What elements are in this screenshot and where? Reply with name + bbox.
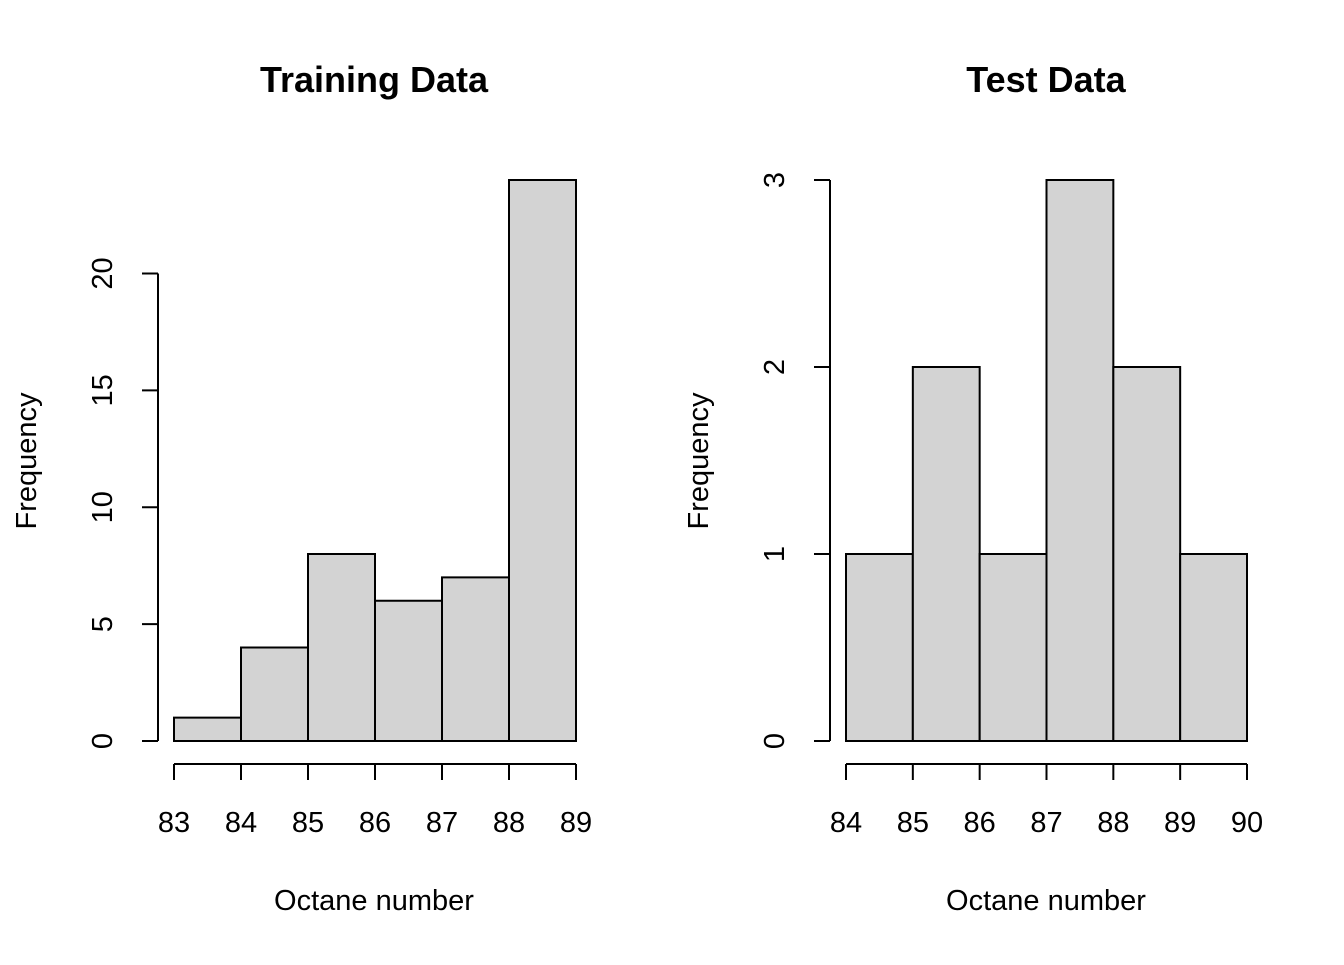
training-x-tick-label: 87 bbox=[426, 807, 458, 839]
test-bars bbox=[845, 179, 1248, 742]
test-histogram-panel: Test Data Octane number Frequency 84 85 86… bbox=[683, 59, 1263, 917]
test-bar bbox=[1045, 179, 1115, 742]
training-bar bbox=[508, 179, 577, 742]
training-chart-title: Training Data bbox=[260, 59, 489, 100]
training-y-tick-label: 0 bbox=[87, 733, 119, 749]
training-y-tick-label: 10 bbox=[87, 491, 119, 523]
training-bar bbox=[173, 716, 242, 742]
training-bars bbox=[173, 179, 577, 742]
training-x-tick-label: 86 bbox=[359, 807, 391, 839]
test-y-tick-label: 2 bbox=[759, 359, 791, 375]
test-x-tick-label: 88 bbox=[1097, 807, 1129, 839]
test-x-axis: 84 85 86 87 88 89 90 bbox=[830, 763, 1263, 839]
training-bar bbox=[374, 599, 443, 742]
training-y-axis: 0 5 10 15 20 bbox=[87, 257, 159, 749]
training-histogram-panel: Training Data Octane number Frequency 83… bbox=[11, 59, 592, 917]
training-x-tick-label: 85 bbox=[292, 807, 324, 839]
test-x-tick-label: 85 bbox=[897, 807, 929, 839]
training-x-axis-label: Octane number bbox=[274, 885, 474, 917]
test-chart-title: Test Data bbox=[966, 59, 1126, 100]
training-bar bbox=[307, 553, 376, 742]
training-y-tick-label: 20 bbox=[87, 257, 119, 289]
test-bar bbox=[911, 366, 981, 742]
training-x-tick-label: 84 bbox=[225, 807, 257, 839]
test-bar bbox=[1112, 366, 1182, 742]
training-bar bbox=[240, 646, 309, 742]
training-x-tick-label: 88 bbox=[493, 807, 525, 839]
training-x-axis: 83 84 85 86 87 88 89 bbox=[158, 763, 592, 839]
test-x-tick-label: 84 bbox=[830, 807, 862, 839]
test-y-tick-label: 1 bbox=[759, 546, 791, 562]
test-bar bbox=[1179, 553, 1248, 742]
training-y-tick-label: 5 bbox=[87, 616, 119, 632]
test-bar bbox=[978, 553, 1048, 742]
training-bar bbox=[441, 576, 510, 742]
test-y-axis-label: Frequency bbox=[683, 392, 715, 530]
test-y-tick-label: 0 bbox=[759, 733, 791, 749]
training-x-tick-label: 89 bbox=[560, 807, 592, 839]
test-x-tick-label: 86 bbox=[964, 807, 996, 839]
test-x-tick-label: 90 bbox=[1231, 807, 1263, 839]
test-y-axis: 0 1 2 3 bbox=[759, 172, 831, 749]
test-x-tick-label: 89 bbox=[1164, 807, 1196, 839]
test-x-tick-label: 87 bbox=[1030, 807, 1062, 839]
training-y-tick-label: 15 bbox=[87, 374, 119, 406]
test-x-axis-label: Octane number bbox=[946, 885, 1146, 917]
training-x-tick-label: 83 bbox=[158, 807, 190, 839]
test-y-tick-label: 3 bbox=[759, 172, 791, 188]
test-bar bbox=[845, 553, 914, 742]
training-y-axis-label: Frequency bbox=[11, 392, 43, 530]
